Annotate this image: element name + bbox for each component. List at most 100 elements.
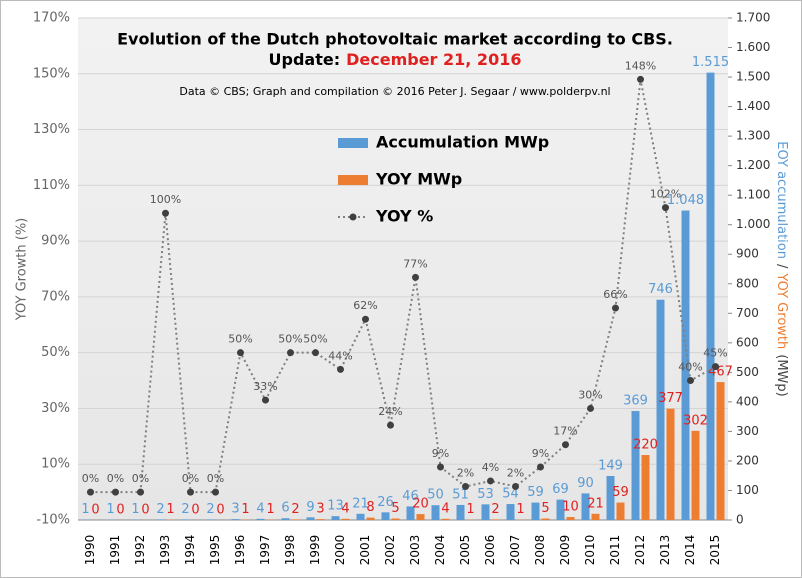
bar	[231, 519, 240, 520]
data-label: 3	[231, 502, 239, 517]
data-label: 1.515	[692, 55, 729, 70]
y2-tick-label: 1.000	[736, 217, 770, 231]
x-tick-label: 2013	[658, 535, 672, 566]
data-label: 45%	[703, 347, 727, 360]
data-label: 1.048	[667, 193, 704, 208]
x-tick-label: 2015	[708, 535, 722, 566]
data-label: 369	[623, 394, 648, 409]
data-label: 1	[166, 502, 174, 517]
bar	[716, 382, 725, 520]
y2-tick-label: 800	[736, 276, 759, 290]
bar	[656, 299, 665, 520]
marker	[512, 483, 519, 491]
y-tick-label: 130%	[33, 122, 70, 137]
x-tick-label: 2009	[558, 535, 572, 566]
data-label: 46	[402, 489, 419, 504]
data-label: 0	[216, 503, 224, 518]
data-label: 1	[106, 502, 114, 517]
y2-label-part: YOY Growth	[775, 272, 790, 349]
y-tick-label: -10%	[36, 513, 70, 528]
data-label: 17%	[553, 425, 577, 438]
data-label: 220	[633, 438, 658, 453]
data-label: 1	[81, 502, 89, 517]
x-tick-label: 2010	[583, 535, 597, 566]
data-label: 50	[427, 488, 444, 503]
bar	[531, 502, 540, 520]
y2-tick-label: 500	[736, 365, 759, 379]
y2-label-part: (MWp)	[775, 354, 790, 396]
bar	[641, 455, 650, 520]
y2-tick-label: 1.400	[736, 99, 770, 113]
data-label: 6	[281, 501, 289, 516]
marker	[387, 421, 394, 429]
bar	[506, 504, 515, 520]
x-tick-label: 2002	[383, 535, 397, 566]
marker	[187, 488, 194, 496]
data-label: 4	[256, 501, 264, 516]
bar	[381, 512, 390, 520]
bar	[306, 517, 315, 520]
data-label: 62%	[353, 299, 377, 312]
marker	[587, 404, 594, 412]
data-label: 746	[648, 282, 673, 297]
data-label: 21	[587, 496, 604, 511]
bar	[181, 519, 190, 520]
bar	[341, 518, 350, 520]
x-tick-label: 1991	[108, 535, 122, 566]
data-label: 66%	[603, 288, 627, 301]
data-label: 3	[316, 502, 324, 517]
bar	[256, 518, 265, 520]
x-tick-label: 2001	[358, 535, 372, 566]
bar	[281, 518, 290, 520]
bar	[356, 513, 365, 520]
y2-label-part: /	[775, 264, 790, 269]
y-tick-label: 170%	[33, 11, 70, 26]
data-label: 9%	[432, 447, 449, 460]
data-label: 9%	[532, 447, 549, 460]
y2-tick-label: 1.100	[736, 188, 770, 202]
data-label: 90	[577, 476, 594, 491]
bar	[616, 502, 625, 520]
marker	[337, 365, 344, 373]
data-label: 0	[91, 503, 99, 518]
marker	[612, 304, 619, 312]
data-label: 30%	[578, 388, 602, 401]
marker	[312, 349, 319, 357]
y2-tick-label: 700	[736, 306, 759, 320]
x-tick-label: 2004	[433, 535, 447, 566]
marker	[437, 463, 444, 471]
marker	[362, 315, 369, 323]
bar	[706, 72, 715, 521]
bar	[456, 504, 465, 520]
y2-tick-label: 400	[736, 394, 759, 408]
data-label: 302	[683, 413, 708, 428]
bar	[316, 519, 325, 520]
data-label: 2	[291, 502, 299, 517]
chart-title: Evolution of the Dutch photovoltaic mark…	[117, 30, 673, 49]
legend-label: Accumulation MWp	[376, 133, 549, 152]
data-label: 1	[516, 502, 524, 517]
data-label: 0%	[182, 472, 199, 485]
x-tick-label: 1998	[283, 535, 297, 566]
y2-tick-label: 0	[736, 513, 744, 527]
data-label: 0	[141, 503, 149, 518]
x-tick-label: 1997	[258, 535, 272, 566]
bar	[541, 518, 550, 520]
y-tick-label: 110%	[33, 178, 70, 193]
marker	[162, 209, 169, 217]
y2-tick-label: 100	[736, 483, 759, 497]
y-tick-label: 70%	[41, 289, 70, 304]
data-label: 0	[116, 503, 124, 518]
marker	[487, 477, 494, 485]
data-label: 377	[658, 391, 683, 406]
marker	[237, 349, 244, 357]
data-label: 102%	[650, 188, 681, 201]
marker	[262, 396, 269, 404]
legend-label: YOY MWp	[375, 170, 462, 189]
data-label: 24%	[378, 405, 402, 418]
data-label: 20	[412, 497, 429, 512]
data-label: 0%	[107, 472, 124, 485]
bar	[291, 519, 300, 520]
y-axis-label: YOY Growth (%)	[15, 218, 30, 322]
data-label: 44%	[328, 349, 352, 362]
